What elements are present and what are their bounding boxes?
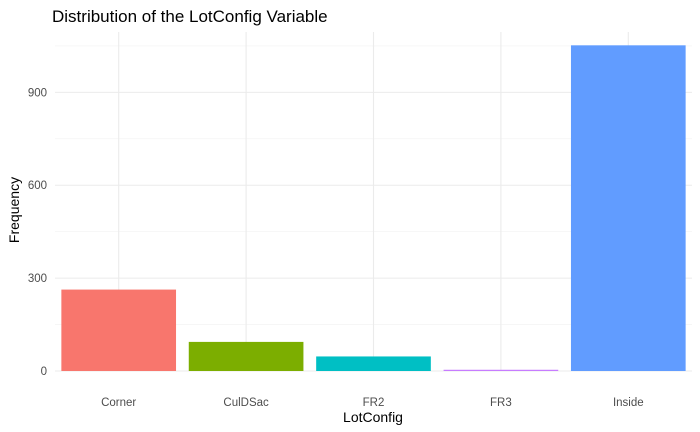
y-axis-ticks: 0 300 600 900 <box>28 87 47 378</box>
x-tick-label: FR3 <box>490 397 512 409</box>
bar-inside <box>570 45 686 372</box>
y-tick-label: 600 <box>28 180 47 192</box>
x-tick-label: Inside <box>613 397 644 409</box>
bar-fr2 <box>316 356 431 371</box>
x-tick-label: FR2 <box>363 397 385 409</box>
x-axis-title: LotConfig <box>343 409 403 425</box>
x-axis-ticks: Corner CulDSac FR2 FR3 Inside <box>101 397 644 409</box>
y-axis-title: Frequency <box>6 177 22 243</box>
bars <box>61 45 686 372</box>
x-tick-label: Corner <box>101 397 136 409</box>
y-tick-label: 900 <box>28 87 47 99</box>
bar-culdsac <box>188 341 304 371</box>
bar-corner <box>61 289 177 371</box>
bar-fr3 <box>443 369 559 371</box>
y-tick-label: 300 <box>28 273 47 285</box>
chart-title: Distribution of the LotConfig Variable <box>52 7 328 26</box>
y-tick-label: 0 <box>41 366 47 378</box>
x-tick-label: CulDSac <box>223 397 269 409</box>
